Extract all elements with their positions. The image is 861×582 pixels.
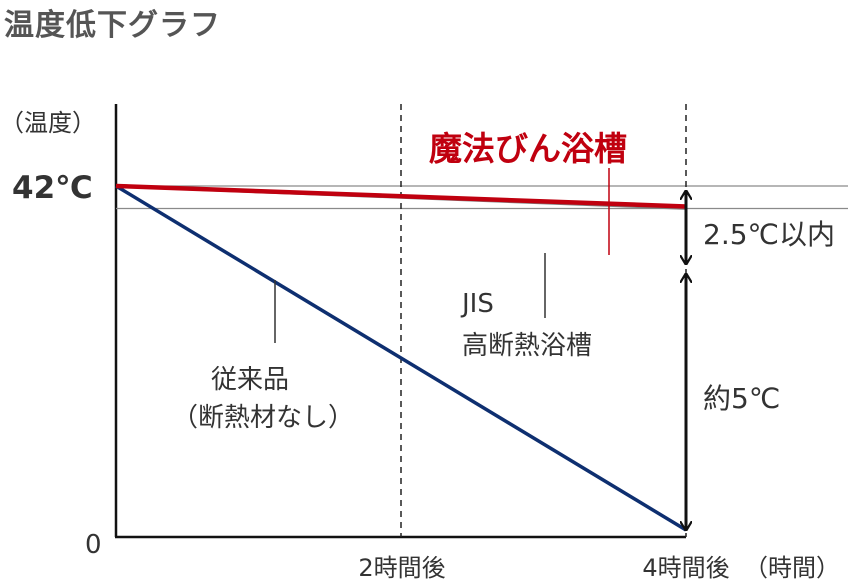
y-axis-label: （温度）	[0, 109, 96, 137]
series-line-mahou	[115, 183, 687, 209]
series-label-jis-line1: JIS	[460, 289, 494, 319]
series-label-mahou: 魔法びん浴槽	[429, 129, 627, 168]
chart-title: 温度低下グラフ	[4, 8, 221, 43]
x-tick-2h: 2時間後	[358, 554, 445, 582]
series-label-conventional-line1: 従来品	[211, 365, 289, 395]
series-line-conventional	[115, 184, 687, 532]
y-tick-42: 42℃	[12, 170, 93, 206]
diff-label-small: 2.5℃以内	[703, 218, 835, 251]
series-label-conventional-line2: （断熱材なし）	[172, 403, 354, 433]
diff-label-large: 約5℃	[703, 382, 780, 415]
series-label-jis-line2: 高断熱浴槽	[462, 331, 592, 361]
y-tick-0: 0	[85, 530, 102, 560]
x-axis-label: （時間）	[744, 554, 840, 582]
x-tick-4h: 4時間後	[642, 554, 729, 582]
